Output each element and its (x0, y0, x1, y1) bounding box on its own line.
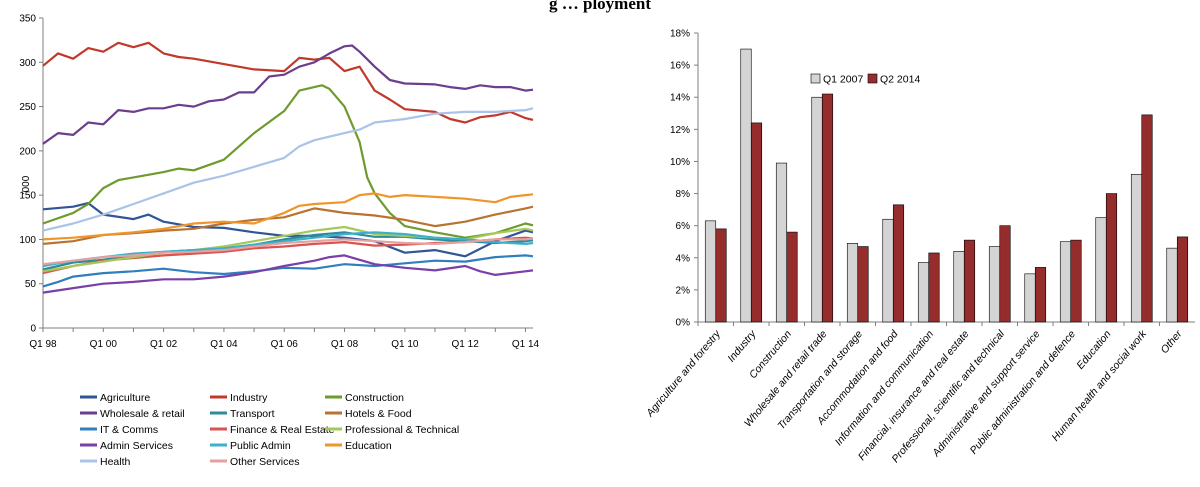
y-tick-label: 18% (670, 29, 690, 40)
series-line-admin-services (42, 254, 534, 294)
legend-label-wholesale-retail: Wholesale & retail (100, 408, 185, 420)
x-tick-label: Q1 04 (210, 339, 238, 350)
legend-label-q2-2014: Q2 2014 (880, 74, 920, 86)
bar-q2-2014-administrative-and-support-service (1034, 267, 1047, 323)
legend-label-q1-2007: Q1 2007 (823, 74, 863, 86)
y-tick-label: 350 (19, 14, 36, 25)
line-chart-series (42, 41, 534, 294)
bar-q2-2014-public-administration-and-defence (1070, 239, 1082, 323)
legend-label-finance-real-estate: Finance & Real Estate (230, 424, 335, 436)
bar-q1-2007-transportation-and-storage (846, 243, 859, 323)
series-line-it-comms (42, 254, 534, 288)
x-tick-label: Q1 06 (271, 339, 299, 350)
bar-q2-2014-information-and-communication (928, 252, 940, 323)
series-line-education (42, 192, 534, 241)
series-line-construction (42, 84, 534, 239)
y-tick-label: 100 (19, 235, 36, 246)
page-title: g … ployment (549, 0, 651, 13)
x-tick-label: Q1 10 (391, 339, 419, 350)
y-tick-label: 14% (670, 93, 690, 104)
bar-q2-2014-education (1105, 193, 1118, 323)
y-tick-label: 200 (19, 146, 36, 157)
bar-q1-2007-accommodation-and-food (882, 218, 894, 323)
bar-q1-2007-professional-scientific-and-technical (988, 246, 1001, 323)
x-tick-label: Q1 00 (90, 339, 118, 350)
bar-q2-2014-transportation-and-storage (857, 246, 869, 323)
line-chart-legend: Agriculture Industry Construction Wholesale… (80, 392, 459, 468)
x-tick-label: Q1 12 (452, 339, 480, 350)
legend-label-admin-services: Admin Services (100, 440, 173, 452)
y-tick-label: 8% (676, 189, 691, 200)
series-line-other-services (42, 237, 534, 266)
share-bar-chart: 0% 2% 4% 6% 8% 10% 12% 14% 16% 18% Agriculture and… (643, 29, 1195, 465)
x-tick-label: Q1 02 (150, 339, 178, 350)
y-tick-label: 10% (670, 157, 690, 168)
legend-label-other-services: Other Services (230, 456, 299, 468)
bar-chart-legend: Q1 2007 Q2 2014 (810, 73, 920, 86)
bar-q2-2014-professional-scientific-and-technical (999, 225, 1011, 323)
y-tick-label: 250 (19, 102, 36, 113)
y-tick-label: 12% (670, 125, 690, 136)
y-axis-title: '000 (21, 175, 32, 194)
bar-q2-2014-agriculture-and-forestry (715, 228, 727, 323)
bar-q1-2007-construction (775, 162, 788, 323)
bar-q1-2007-human-health-and-social-work (1130, 173, 1143, 323)
x-tick-label: Q1 14 (512, 339, 540, 350)
y-tick-label: 6% (676, 221, 691, 232)
legend-label-professional-technical: Professional & Technical (345, 424, 459, 436)
series-line-transport (42, 231, 534, 271)
legend-label-hotels-food: Hotels & Food (345, 408, 412, 420)
y-tick-label: 50 (25, 279, 37, 290)
bar-q1-2007-agriculture-and-forestry (704, 220, 717, 323)
category-label-other: Other (1158, 328, 1184, 356)
x-tick-label: Q1 98 (29, 339, 57, 350)
legend-label-education: Education (345, 440, 392, 452)
bar-q1-2007-information-and-communication (917, 262, 930, 323)
legend-label-transport: Transport (230, 408, 275, 420)
legend-label-construction: Construction (345, 392, 404, 404)
bar-q2-2014-other (1176, 236, 1189, 323)
series-line-agriculture (42, 202, 534, 258)
bar-q1-2007-other (1166, 247, 1178, 323)
employment-line-chart: 0 50 100 150 200 250 300 350 '000 Q1 98 Q1 00 Q1 02… (19, 14, 539, 469)
series-line-industry (42, 41, 534, 124)
y-tick-label: 0% (676, 318, 691, 329)
bar-q2-2014-accommodation-and-food (892, 204, 905, 323)
x-tick-label: Q1 08 (331, 339, 359, 350)
y-tick-label: 150 (19, 191, 36, 202)
bar-q1-2007-public-administration-and-defence (1059, 241, 1072, 323)
legend-swatch-q2-2014 (867, 73, 878, 84)
bar-chart-bars (704, 48, 1189, 323)
y-tick-label: 0 (30, 324, 36, 335)
y-tick-label: 300 (19, 58, 36, 69)
y-tick-label: 4% (676, 253, 691, 264)
line-chart-axes: 0 50 100 150 200 250 300 350 '000 Q1 98 Q1 00 Q1 02… (19, 14, 539, 351)
bar-q1-2007-wholesale-and-retail-trade (811, 96, 823, 323)
series-line-wholesale-retail (42, 44, 534, 145)
y-tick-label: 2% (676, 285, 691, 296)
bar-q2-2014-financial-insurance-and-real-estate (963, 239, 976, 323)
bar-q2-2014-construction (786, 231, 798, 323)
y-tick-label: 16% (670, 61, 690, 72)
category-label-industry: Industry (725, 328, 759, 365)
category-label-agriculture-and-forestry: Agriculture and forestry (643, 328, 723, 420)
legend-swatch-q1-2007 (810, 73, 821, 84)
legend-label-agriculture: Agriculture (100, 392, 150, 404)
series-line-public-admin (42, 231, 534, 268)
bar-q1-2007-administrative-and-support-service (1024, 273, 1036, 323)
bar-q1-2007-financial-insurance-and-real-estate (953, 251, 965, 323)
bar-q2-2014-human-health-and-social-work (1141, 114, 1153, 323)
legend-label-health: Health (100, 456, 131, 468)
bar-q1-2007-industry (740, 48, 752, 323)
series-line-professional-technical (42, 225, 534, 273)
bar-q2-2014-industry (750, 122, 763, 323)
legend-label-public-admin: Public Admin (230, 440, 291, 452)
series-line-health (42, 107, 534, 232)
legend-label-industry: Industry (230, 392, 268, 404)
bar-q2-2014-wholesale-and-retail-trade (821, 93, 834, 323)
legend-label-it-comms: IT & Comms (100, 424, 158, 436)
bar-q1-2007-education (1095, 217, 1107, 323)
